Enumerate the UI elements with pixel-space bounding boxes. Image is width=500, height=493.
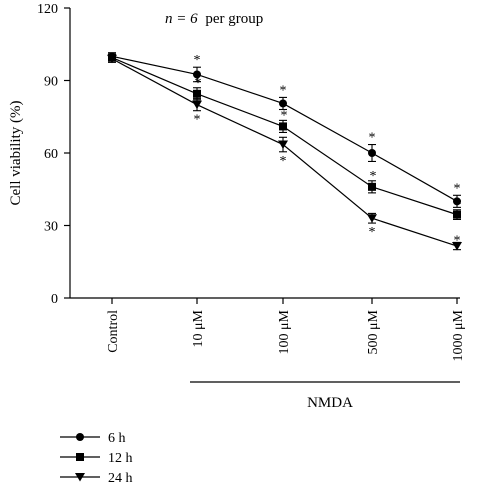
legend-marker xyxy=(76,453,84,461)
significance-marker: * xyxy=(280,154,287,169)
n-value: n = 6 xyxy=(165,11,198,27)
significance-marker: * xyxy=(194,113,201,128)
group-annotation-text: per group xyxy=(205,11,263,27)
nmda-label: NMDA xyxy=(307,395,353,411)
y-tick-label: 30 xyxy=(44,220,58,235)
data-point xyxy=(368,149,376,157)
data-point xyxy=(368,182,376,191)
group-annotation: n = 6 per group xyxy=(165,11,263,27)
series-layer: * * * * * * * * * * * * xyxy=(107,52,462,251)
x-tick-label: 500 μM xyxy=(366,309,381,354)
significance-marker: * xyxy=(370,169,377,184)
y-axis-title: Cell viability (%) xyxy=(8,101,24,206)
legend-marker xyxy=(75,473,85,482)
series-24h: * * * * xyxy=(107,54,462,251)
data-point xyxy=(193,89,201,98)
significance-marker: * xyxy=(454,233,461,248)
data-point xyxy=(367,214,377,223)
x-tick-label: 1000 μM xyxy=(451,309,466,361)
x-tick-label: Control xyxy=(106,310,121,353)
y-tick-label: 60 xyxy=(44,147,58,162)
x-ticks: Control 10 μM 100 μM 500 μM 1000 μM xyxy=(106,298,466,361)
legend-item: 6 h xyxy=(60,431,126,446)
legend-label: 12 h xyxy=(108,451,133,466)
nmda-group: NMDA xyxy=(190,381,460,411)
data-point xyxy=(278,140,288,150)
series-12h: * * * * xyxy=(108,53,462,221)
legend-item: 12 h xyxy=(60,451,133,466)
data-point xyxy=(193,70,201,79)
y-tick-label: 120 xyxy=(37,2,58,17)
significance-marker: * xyxy=(195,76,202,91)
y-tick-label: 0 xyxy=(51,292,58,307)
x-tick-label: 10 μM xyxy=(191,309,206,347)
x-tick-label: 100 μM xyxy=(277,309,292,354)
legend-label: 24 h xyxy=(108,471,133,486)
data-point xyxy=(107,54,117,64)
legend-item: 24 h xyxy=(60,471,133,486)
significance-marker: * xyxy=(369,225,376,240)
axes xyxy=(69,8,460,299)
significance-marker: * xyxy=(281,108,288,123)
significance-marker: * xyxy=(369,131,376,146)
y-tick-label: 90 xyxy=(44,75,58,90)
legend-marker xyxy=(76,433,84,441)
data-point xyxy=(279,99,287,108)
data-point xyxy=(279,122,287,131)
legend: 6 h 12 h 24 h xyxy=(60,431,133,486)
significance-marker: * xyxy=(454,181,461,196)
data-point xyxy=(192,100,202,110)
significance-marker: * xyxy=(194,53,201,68)
data-point xyxy=(453,210,461,219)
significance-marker: * xyxy=(455,198,462,213)
y-ticks: 0 30 60 90 120 xyxy=(37,2,70,307)
legend-label: 6 h xyxy=(108,431,126,446)
data-point xyxy=(453,197,461,206)
data-point xyxy=(452,242,462,251)
series-line xyxy=(111,56,458,216)
significance-marker: * xyxy=(280,83,287,98)
